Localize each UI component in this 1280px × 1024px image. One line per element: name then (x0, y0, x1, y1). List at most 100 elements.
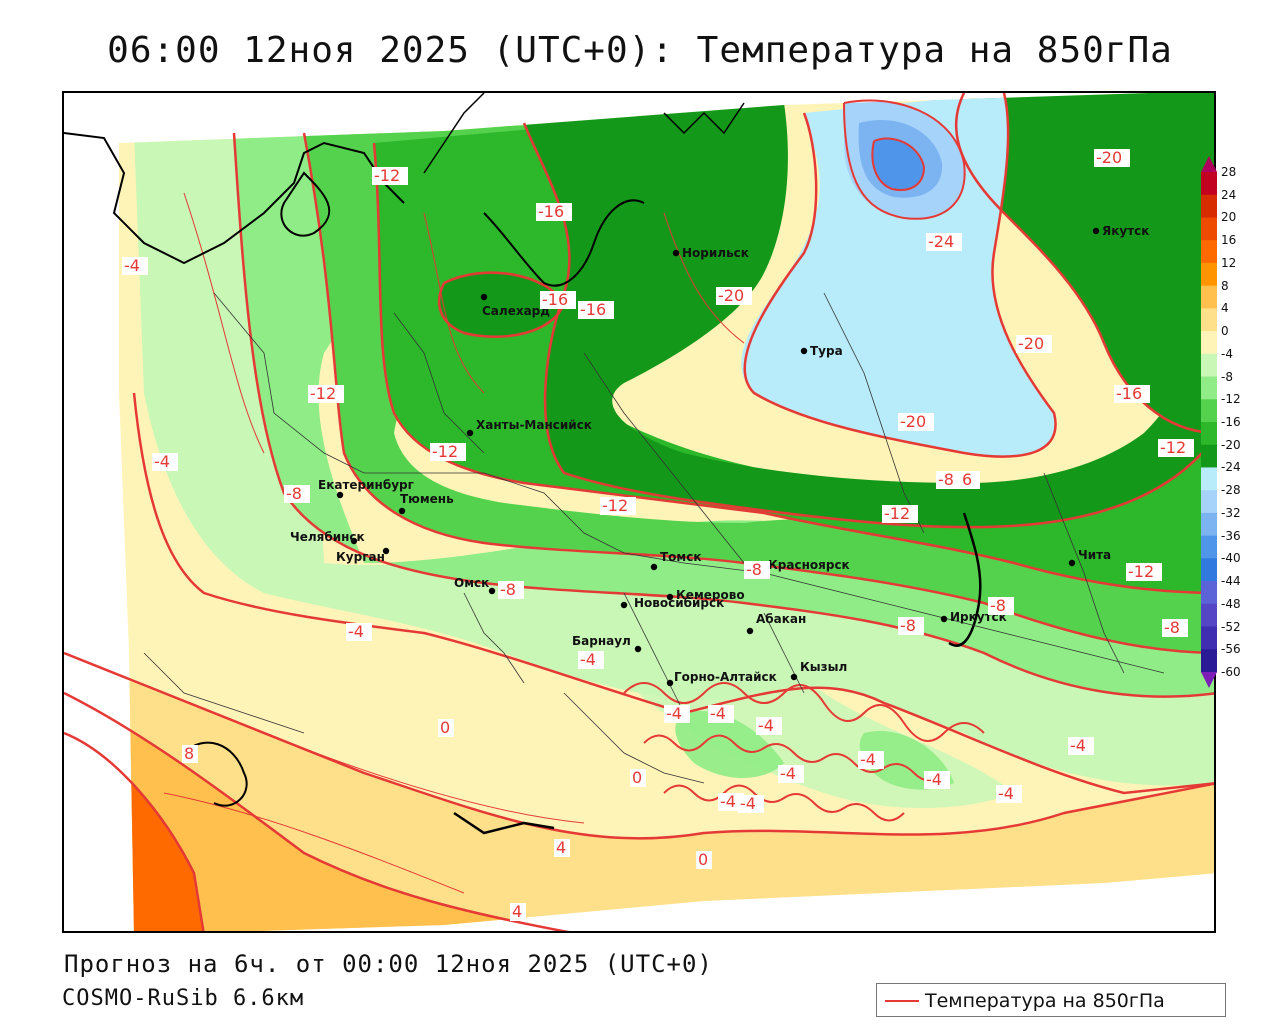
colorbar-tick-label: -36 (1221, 528, 1241, 543)
contour-label-box (346, 623, 372, 641)
contour-label-box (1162, 619, 1188, 637)
contour-label-text: 8 (184, 744, 194, 763)
colorbar-swatch (1201, 331, 1217, 355)
colorbar-tick-label: -24 (1221, 460, 1241, 475)
city-marker: Челябинск (290, 530, 365, 545)
contour-label: -16 (1114, 384, 1150, 403)
city-label: Красноярск (768, 558, 850, 572)
contour-label-text: 4 (512, 902, 522, 921)
contour-label-box (898, 617, 924, 635)
contour-label-box (664, 705, 690, 723)
contour-label-box (738, 795, 764, 813)
city-label: Омск (454, 576, 489, 590)
city-label: Салехард (482, 304, 550, 318)
city-dot (1092, 227, 1100, 235)
contour-label: -4 (664, 704, 690, 723)
colorbar-tick-label: 4 (1221, 301, 1229, 316)
city-marker: Томск (650, 550, 702, 571)
contour-label-text: -8 (938, 470, 954, 489)
contour-label: -4 (858, 750, 884, 769)
contour-label: -12 (600, 496, 636, 515)
contour-label-text: -4 (998, 784, 1014, 803)
contour-label-box (554, 839, 570, 857)
contour-label-box (630, 769, 646, 787)
city-dot (790, 673, 798, 681)
city-label: Кемерово (676, 588, 745, 602)
colorbar-swatch (1201, 581, 1217, 605)
contour-label-text: -4 (348, 622, 364, 641)
city-marker: Тюмень (398, 492, 454, 515)
colorbar-swatch (1201, 444, 1217, 468)
contour-label: 0 (630, 768, 646, 787)
city-marker: Якутск (1092, 224, 1149, 238)
contour-label-text: -12 (1128, 562, 1154, 581)
contour-label: -16 (540, 290, 576, 309)
contour-label: -4 (718, 792, 744, 811)
contour-label: -4 (924, 770, 950, 789)
contour-label-box (936, 471, 962, 489)
contour-label-text: -20 (718, 286, 744, 305)
colorbar-swatch (1201, 285, 1217, 309)
contour-label: -4 (122, 256, 148, 275)
city-label: Екатеринбург (318, 478, 414, 492)
map-panel[interactable]: Норильск Якутск Салехард Тура Ханты-Мансийск… (62, 91, 1216, 933)
colorbar-swatch (1201, 558, 1217, 582)
contour-label-text: -8 (990, 596, 1006, 615)
contour-label-text: -16 (538, 202, 564, 221)
contour-label: -4 (756, 716, 782, 735)
contour-label: -12 (430, 442, 466, 461)
colorbar-swatch (1201, 217, 1217, 241)
contour-label-box (1114, 385, 1150, 403)
colorbar (1201, 156, 1217, 688)
city-marker: Ханты-Мансийск (466, 418, 592, 437)
contour-label: -8 (988, 596, 1014, 615)
city-dot (466, 429, 474, 437)
colorbar-tick-label: 20 (1221, 210, 1237, 225)
legend-line-swatch (885, 1000, 919, 1002)
colorbar-tick-label: 8 (1221, 278, 1229, 293)
colorbar-tick-label: 28 (1221, 165, 1237, 179)
contour-label: -4 (708, 704, 734, 723)
contour-label-text: -4 (710, 704, 726, 723)
city-marker: Курган (336, 547, 390, 564)
colorbar-swatch (1201, 626, 1217, 650)
contour-label-text: 0 (440, 718, 450, 737)
city-marker: Новосибирск (620, 596, 724, 610)
contour-label-box (578, 651, 604, 669)
city-label: Горно-Алтайск (674, 670, 777, 684)
contour-label-text: -4 (666, 704, 682, 723)
contour-label-box (778, 765, 804, 783)
contour-label-text: -4 (154, 452, 170, 471)
contour-label-box (858, 751, 884, 769)
contour-label: 0 (438, 718, 454, 737)
contour-label-box (988, 597, 1014, 615)
city-dot (634, 645, 642, 653)
colorbar-swatch (1201, 172, 1217, 196)
colorbar-swatch (1201, 603, 1217, 628)
city-label: Тура (810, 344, 843, 358)
contour-label-box (1068, 737, 1094, 755)
contour-label-text: -4 (758, 716, 774, 735)
city-marker: Тура (800, 344, 843, 358)
contour-label-text: -16 (542, 290, 568, 309)
colorbar-tick-label: 12 (1221, 255, 1237, 270)
colorbar-swatch (1201, 376, 1217, 400)
city-marker: Омск (454, 576, 496, 595)
colorbar-tick-label: -32 (1221, 505, 1241, 520)
isotherms (64, 93, 1214, 931)
temperature-map: Норильск Якутск Салехард Тура Ханты-Мансийск… (64, 93, 1214, 931)
colorbar-tick-label: -12 (1221, 392, 1241, 407)
contour-label-text: -4 (780, 764, 796, 783)
contour-label-text: -8 (900, 616, 916, 635)
contour-label-text: -16 (580, 300, 606, 319)
city-marker: Салехард (480, 293, 550, 318)
contour-label-box (926, 233, 962, 251)
contour-label-box (996, 785, 1022, 803)
contour-label-box (430, 443, 466, 461)
colorbar-tick-label: 0 (1221, 324, 1229, 339)
contour-label: -4 (346, 622, 372, 641)
city-marker: Екатеринбург (318, 478, 414, 499)
city-dot (672, 249, 680, 257)
contour-label-box (540, 291, 576, 309)
contour-label-text: -8 (1164, 618, 1180, 637)
